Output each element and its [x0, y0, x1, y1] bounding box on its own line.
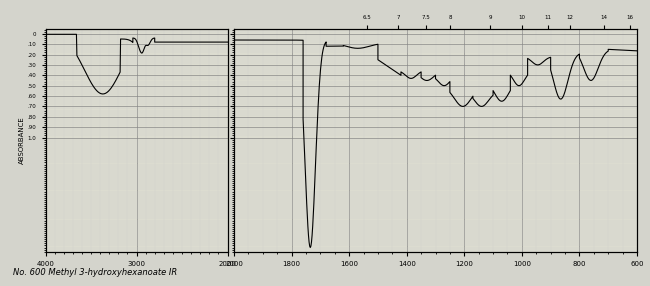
Y-axis label: ABSORBANCE: ABSORBANCE — [19, 116, 25, 164]
Text: No. 600 Methyl 3-hydroxyhexanoate IR: No. 600 Methyl 3-hydroxyhexanoate IR — [13, 269, 177, 277]
Text: 1.5: 1.5 — [401, 187, 410, 192]
Text: 2.0: 2.0 — [401, 239, 410, 244]
